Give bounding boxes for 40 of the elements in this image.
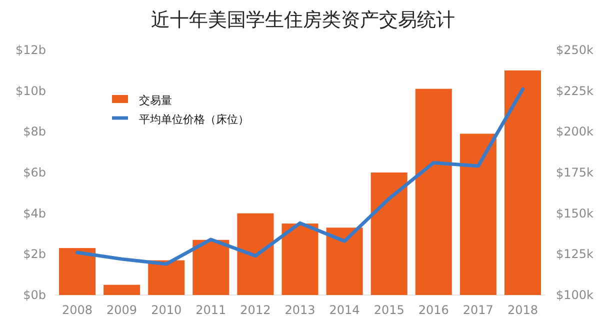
bar [415, 88, 452, 295]
x-tick-label: 2011 [196, 303, 226, 317]
x-tick-label: 2014 [329, 303, 360, 317]
legend-label: 平均单位价格（床位） [139, 113, 249, 126]
y-tick-label: $6b [23, 166, 46, 180]
x-tick-label: 2013 [284, 303, 316, 317]
x-tick-label: 2008 [62, 303, 93, 317]
y-tick-label: $4b [23, 206, 46, 220]
line-series [76, 87, 524, 266]
y2-tick-label: $250k [556, 43, 594, 57]
x-tick-label: 2012 [240, 303, 271, 317]
bar [59, 248, 96, 295]
x-tick-label: 2009 [106, 303, 138, 317]
x-tick-label: 2015 [374, 303, 404, 317]
bar [504, 70, 541, 295]
chart-title: 近十年美国学生住房类资产交易统计 [151, 9, 455, 31]
bar [104, 284, 140, 295]
bar [148, 260, 185, 295]
bar [460, 134, 496, 295]
x-tick-label: 2018 [507, 303, 538, 317]
bar [192, 240, 230, 295]
y2-tick-label: $125k [556, 247, 594, 262]
y2-tick-label: $100k [556, 288, 594, 302]
x-tick-label: 2016 [418, 303, 449, 317]
y-tick-label: $8b [23, 124, 46, 139]
x-tick-label: 2017 [462, 303, 494, 317]
y2-tick-label: $225k [556, 84, 594, 98]
y2-tick-label: $200k [556, 124, 594, 139]
y2-tick-label: $175k [556, 166, 594, 180]
bar [326, 228, 363, 295]
legend-label: 交易量 [139, 94, 172, 107]
y2-tick-label: $150k [556, 206, 594, 220]
y-tick-label: $0b [23, 288, 46, 302]
bar [237, 213, 274, 295]
x-tick-label: 2010 [151, 303, 182, 317]
y-tick-label: $12b [15, 43, 46, 57]
y-tick-label: $2b [23, 247, 46, 262]
bar [282, 224, 318, 295]
y-tick-label: $10b [15, 84, 46, 98]
bar [370, 172, 408, 295]
